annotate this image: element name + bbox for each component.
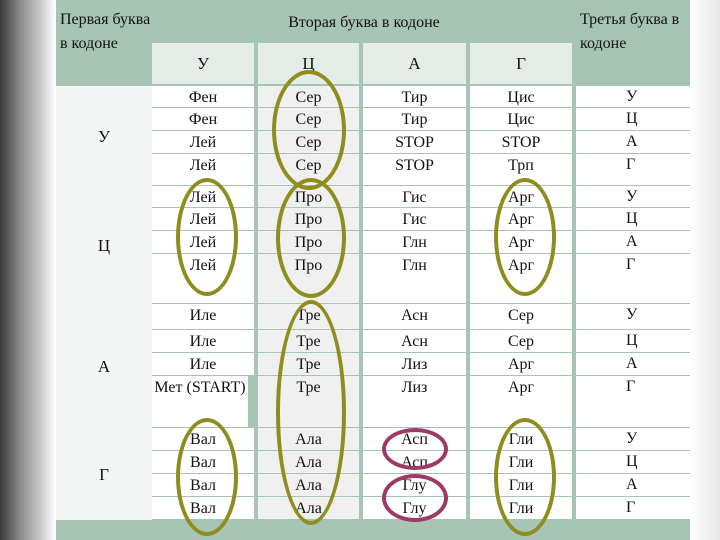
third-letter-cell: Г bbox=[576, 497, 690, 519]
third-letter-cell: А bbox=[576, 231, 690, 253]
third-letter-cell: Ц bbox=[576, 330, 690, 352]
amino-acid-cell: Глн bbox=[363, 231, 466, 253]
amino-acid-cell: Про bbox=[258, 208, 359, 230]
amino-acid-cell: Лиз bbox=[363, 353, 466, 375]
amino-acid-cell: Тре bbox=[258, 376, 359, 427]
amino-acid-cell: Тре bbox=[258, 304, 359, 329]
amino-acid-cell: Про bbox=[258, 231, 359, 253]
amino-acid-cell: Асн bbox=[363, 330, 466, 352]
first-letter-cell: Ц bbox=[56, 186, 152, 304]
third-letter-cell: Г bbox=[576, 254, 690, 303]
second-letter-2: Ц bbox=[258, 43, 359, 84]
amino-acid-cell: Асн bbox=[363, 304, 466, 329]
amino-acid-cell: Трп bbox=[470, 154, 572, 185]
second-letter-4: Г bbox=[470, 43, 572, 84]
amino-acid-cell: Арг bbox=[470, 376, 572, 427]
amino-acid-cell: Гли bbox=[470, 497, 572, 519]
amino-acid-cell: STOP bbox=[470, 131, 572, 153]
third-letter-cell: Г bbox=[576, 376, 690, 427]
second-letter-1: У bbox=[152, 43, 254, 84]
amino-acid-cell: Асп bbox=[363, 451, 466, 473]
amino-acid-cell: Тре bbox=[258, 353, 359, 375]
third-letter-cell: Ц bbox=[576, 451, 690, 473]
amino-acid-cell: Про bbox=[258, 186, 359, 207]
amino-acid-cell: Сер bbox=[470, 304, 572, 329]
amino-acid-cell: Гли bbox=[470, 428, 572, 450]
amino-acid-cell: Глн bbox=[363, 254, 466, 303]
amino-acid-cell: Арг bbox=[470, 208, 572, 230]
third-letter-cell: У bbox=[576, 304, 690, 329]
third-letter-cell: Ц bbox=[576, 208, 690, 230]
second-letter-header: Вторая буква в кодоне bbox=[152, 2, 576, 42]
first-letter-cell: А bbox=[56, 304, 152, 428]
third-letter-cell: У bbox=[576, 186, 690, 207]
third-letter-cell: А bbox=[576, 353, 690, 375]
amino-acid-cell: Иле bbox=[152, 304, 254, 329]
amino-acid-cell: Мет (START) bbox=[152, 376, 248, 427]
third-letter-cell: У bbox=[576, 86, 690, 107]
amino-acid-cell: Фен bbox=[152, 86, 254, 107]
amino-acid-cell: Асп bbox=[363, 428, 466, 450]
third-letter-cell: Ц bbox=[576, 108, 690, 130]
codon-table: Первая буква в кодоне Вторая буква в код… bbox=[56, 0, 690, 540]
amino-acid-cell: Тир bbox=[363, 108, 466, 130]
amino-acid-cell: Лей bbox=[152, 186, 254, 207]
amino-acid-cell: Фен bbox=[152, 108, 254, 130]
amino-acid-cell: Сер bbox=[258, 86, 359, 107]
amino-acid-cell: Тре bbox=[258, 330, 359, 352]
amino-acid-cell: Вал bbox=[152, 451, 254, 473]
amino-acid-cell: Арг bbox=[470, 231, 572, 253]
amino-acid-cell: Тир bbox=[363, 86, 466, 107]
first-letter-cell: Г bbox=[56, 428, 152, 520]
amino-acid-cell: Ала bbox=[258, 474, 359, 496]
amino-acid-cell: Ала bbox=[258, 497, 359, 519]
amino-acid-cell: Гли bbox=[470, 451, 572, 473]
amino-acid-cell: Арг bbox=[470, 186, 572, 207]
amino-acid-cell: Гис bbox=[363, 208, 466, 230]
amino-acid-cell: Арг bbox=[470, 353, 572, 375]
amino-acid-cell: Глу bbox=[363, 497, 466, 519]
amino-acid-cell: Лей bbox=[152, 131, 254, 153]
amino-acid-cell: Вал bbox=[152, 497, 254, 519]
first-letter-cell: У bbox=[56, 86, 152, 186]
amino-acid-cell: Арг bbox=[470, 254, 572, 303]
amino-acid-cell: Иле bbox=[152, 330, 254, 352]
second-letter-3: А bbox=[363, 43, 466, 84]
amino-acid-cell: Лей bbox=[152, 208, 254, 230]
amino-acid-cell: Иле bbox=[152, 353, 254, 375]
amino-acid-cell: Лей bbox=[152, 154, 254, 185]
amino-acid-cell: Вал bbox=[152, 428, 254, 450]
amino-acid-cell: Сер bbox=[258, 108, 359, 130]
third-letter-cell: А bbox=[576, 131, 690, 153]
amino-acid-cell: Сер bbox=[258, 131, 359, 153]
amino-acid-cell: Вал bbox=[152, 474, 254, 496]
amino-acid-cell: Лей bbox=[152, 231, 254, 253]
amino-acid-cell: Лей bbox=[152, 254, 254, 303]
third-letter-header: Третья буква в кодоне bbox=[576, 0, 690, 84]
amino-acid-cell: Гли bbox=[470, 474, 572, 496]
third-letter-cell: А bbox=[576, 474, 690, 496]
first-letter-header: Первая буква в кодоне bbox=[56, 0, 152, 84]
amino-acid-cell: Ала bbox=[258, 428, 359, 450]
amino-acid-cell: STOP bbox=[363, 131, 466, 153]
amino-acid-cell: Глу bbox=[363, 474, 466, 496]
amino-acid-cell: STOP bbox=[363, 154, 466, 185]
amino-acid-cell: Лиз bbox=[363, 376, 466, 427]
amino-acid-cell: Сер bbox=[258, 154, 359, 185]
amino-acid-cell: Гис bbox=[363, 186, 466, 207]
amino-acid-cell: Цис bbox=[470, 108, 572, 130]
amino-acid-cell: Цис bbox=[470, 86, 572, 107]
amino-acid-cell: Ала bbox=[258, 451, 359, 473]
amino-acid-cell: Сер bbox=[470, 330, 572, 352]
third-letter-cell: У bbox=[576, 428, 690, 450]
third-letter-cell: Г bbox=[576, 154, 690, 185]
amino-acid-cell: Про bbox=[258, 254, 359, 303]
